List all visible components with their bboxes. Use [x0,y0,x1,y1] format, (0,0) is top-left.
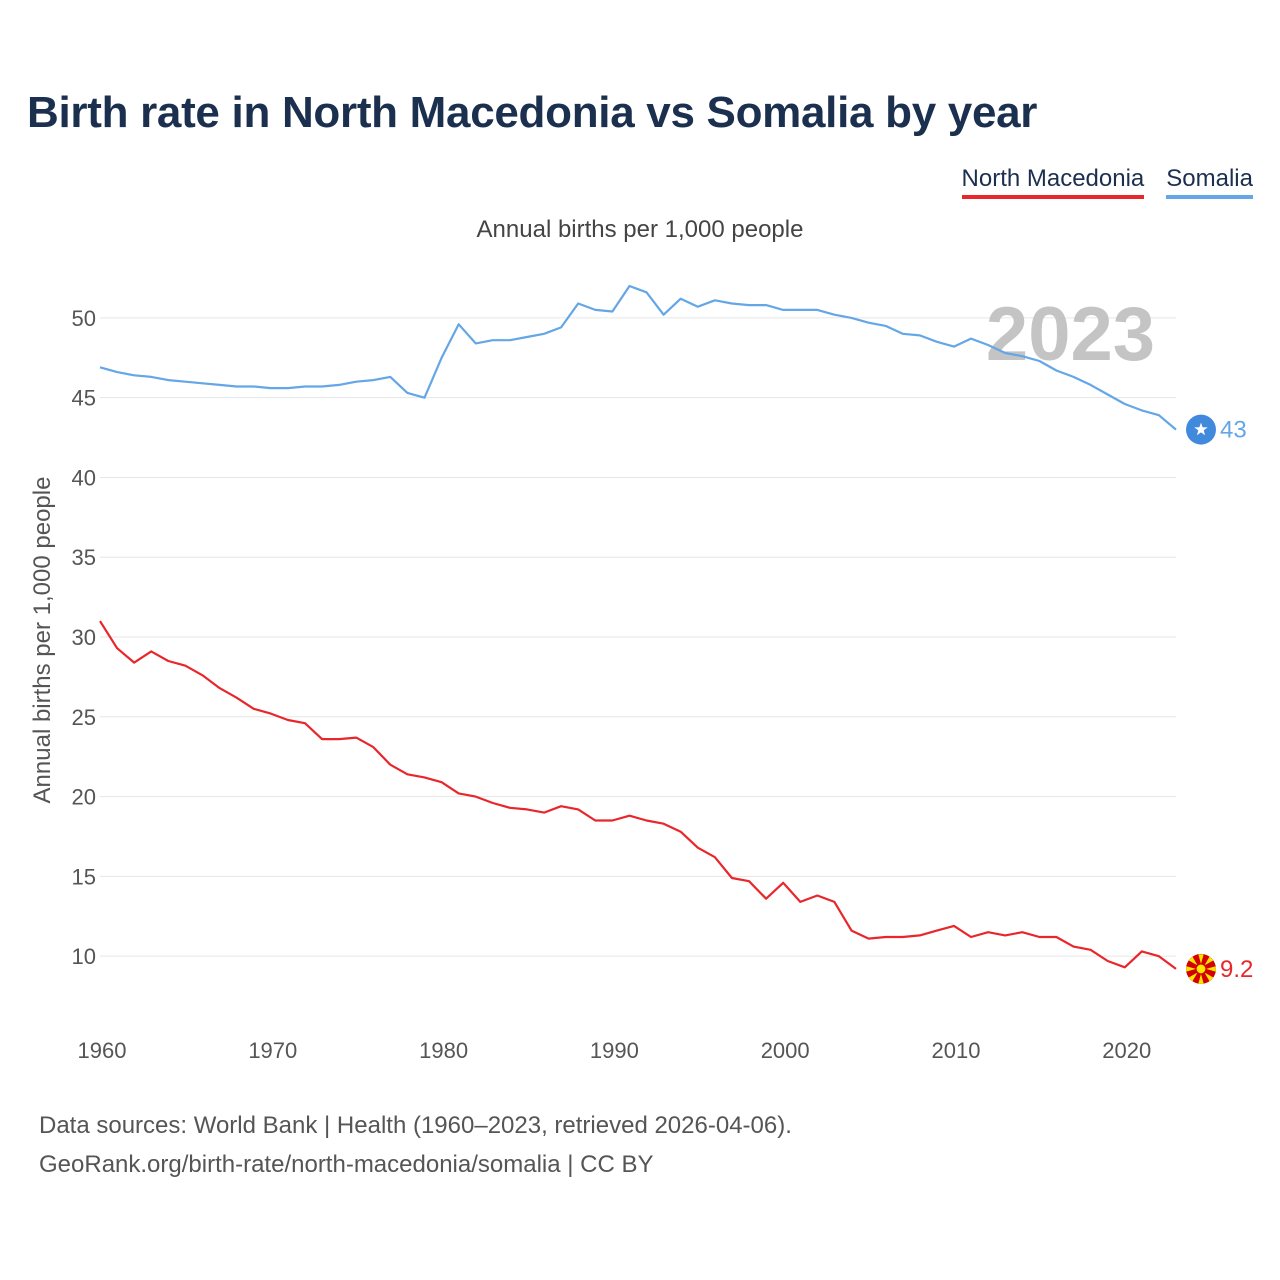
end-value-label-north-macedonia: 9.2 [1220,956,1253,983]
x-axis-ticks: 1960 1970 1980 1990 2000 2010 2020 [78,1038,1152,1063]
north-macedonia-flag-icon [1186,953,1216,984]
y-axis-ticks: 10 15 20 25 30 35 40 45 50 [72,306,96,969]
footer-source: Data sources: World Bank | Health (1960–… [39,1112,792,1139]
x-tick-label: 2010 [931,1038,980,1063]
y-tick-label: 15 [72,864,96,889]
x-tick-label: 1990 [590,1038,639,1063]
y-axis-label: Annual births per 1,000 people [29,477,56,804]
y-tick-label: 20 [72,785,96,810]
y-tick-label: 30 [72,625,96,650]
y-tick-label: 50 [72,306,96,331]
legend-item-north-macedonia[interactable]: North Macedonia [961,165,1145,199]
legend-item-somalia[interactable]: Somalia [1166,165,1253,199]
series-line-north-macedonia[interactable] [99,620,1177,970]
line-chart: 10 15 20 25 30 35 40 45 50 1960 1970 1980 1990 2000 2… [29,284,1253,1063]
x-tick-label: 1980 [419,1038,468,1063]
x-tick-label: 1960 [78,1038,127,1063]
end-value-label-somalia: 43 [1220,417,1247,444]
legend: North Macedonia Somalia [961,165,1253,199]
somalia-flag-icon [1186,414,1216,445]
y-tick-label: 10 [72,944,96,969]
y-tick-label: 45 [72,386,96,411]
y-tick-label: 25 [72,705,96,730]
year-label: 2023 [986,292,1155,377]
x-tick-label: 2000 [761,1038,810,1063]
chart-subtitle: Annual births per 1,000 people [476,216,804,243]
x-tick-label: 1970 [248,1038,297,1063]
footer: Data sources: World Bank | Health (1960–… [39,1106,792,1184]
y-tick-label: 40 [72,465,96,490]
series-lines [99,284,1177,970]
end-markers: 9.2 43 [1186,414,1253,984]
y-tick-label: 35 [72,545,96,570]
gridlines [100,317,1176,957]
footer-attribution: GeoRank.org/birth-rate/north-macedonia/s… [39,1151,654,1178]
x-tick-label: 2020 [1102,1038,1151,1063]
series-line-somalia[interactable] [99,284,1177,431]
chart-title: Birth rate in North Macedonia vs Somalia… [27,88,1038,137]
